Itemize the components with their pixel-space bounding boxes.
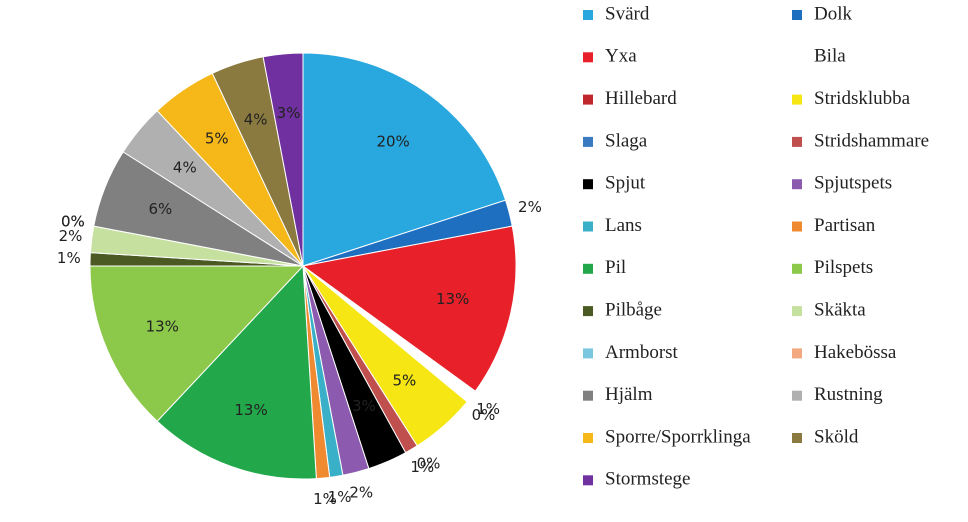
legend-label: Hillebard <box>605 88 677 109</box>
legend-swatch <box>583 475 593 486</box>
data-label: 1% <box>57 249 81 267</box>
legend-label: Pil <box>605 257 626 278</box>
pie-slice <box>262 52 304 267</box>
legend-swatch <box>792 348 802 359</box>
legend-label: Spjut <box>605 173 646 194</box>
data-label: 5% <box>205 130 229 148</box>
legend-label: Yxa <box>605 46 637 67</box>
legend-label: Svärd <box>605 3 650 24</box>
legend-swatch <box>583 306 593 317</box>
legend-swatch <box>583 10 593 20</box>
pie-slice <box>302 52 507 267</box>
data-label: 13% <box>436 290 469 308</box>
data-label: 0% <box>61 213 85 231</box>
legend-label: Pilspets <box>814 257 873 278</box>
pie-slice <box>156 264 317 480</box>
data-label: 3% <box>277 104 301 122</box>
pie-slice <box>89 265 305 422</box>
legend-label: Partisan <box>814 215 876 236</box>
legend-label: Pilbåge <box>605 299 662 320</box>
legend-swatch <box>583 348 593 359</box>
legend-swatch <box>583 221 593 232</box>
legend-label: Sköld <box>814 426 859 447</box>
data-label: 20% <box>376 132 409 150</box>
legend-swatch <box>583 136 593 147</box>
legend-label: Stridsklubba <box>814 88 911 109</box>
legend-swatch <box>583 433 593 443</box>
data-label: 2% <box>59 227 83 245</box>
legend-swatch <box>792 263 802 274</box>
legend-swatch <box>792 136 802 147</box>
data-label: 0% <box>472 406 496 424</box>
legend-label: Dolk <box>814 3 853 24</box>
data-label: 0% <box>61 213 85 231</box>
data-label: 2% <box>349 483 373 501</box>
data-label: 4% <box>173 159 197 177</box>
legend-swatch <box>792 10 802 20</box>
legend-swatch <box>792 390 802 401</box>
legend-swatch <box>792 221 802 232</box>
data-label: 6% <box>149 200 173 218</box>
legend-swatch <box>583 263 593 274</box>
data-label: 5% <box>393 372 417 390</box>
data-label: 0% <box>417 454 441 472</box>
legend-label: Bila <box>814 46 846 67</box>
legend-swatch <box>583 390 593 401</box>
data-label: 2% <box>518 198 542 216</box>
data-label: 13% <box>234 401 267 419</box>
legend-label: Spjutspets <box>814 173 892 194</box>
legend-swatch <box>792 94 802 105</box>
legend-swatch <box>583 94 593 105</box>
legend-label: Stormstege <box>605 469 691 490</box>
data-label: 1% <box>476 400 500 418</box>
legend-label: Armborst <box>605 342 679 363</box>
legend-swatch <box>792 179 802 190</box>
legend-label: Sporre/Sporrklinga <box>605 426 751 447</box>
legend-swatch <box>792 433 802 443</box>
legend-swatch <box>583 179 593 190</box>
legend-swatch <box>792 52 802 63</box>
data-label: 1% <box>410 458 434 476</box>
data-label: 1% <box>328 488 352 506</box>
legend-label: Rustning <box>814 384 883 405</box>
legend-label: Skäkta <box>814 299 866 320</box>
legend-label: Slaga <box>605 130 648 151</box>
data-label: 13% <box>146 317 179 335</box>
data-label: 4% <box>244 111 268 129</box>
legend-label: Stridshammare <box>814 130 929 151</box>
legend-swatch <box>792 306 802 317</box>
legend-swatch <box>583 52 593 63</box>
data-label: 1% <box>313 490 337 508</box>
legend-label: Hakebössa <box>814 342 897 363</box>
data-label: 3% <box>352 397 376 415</box>
pie-slice <box>301 225 517 392</box>
legend-label: Lans <box>605 215 642 236</box>
legend-label: Hjälm <box>605 384 653 405</box>
